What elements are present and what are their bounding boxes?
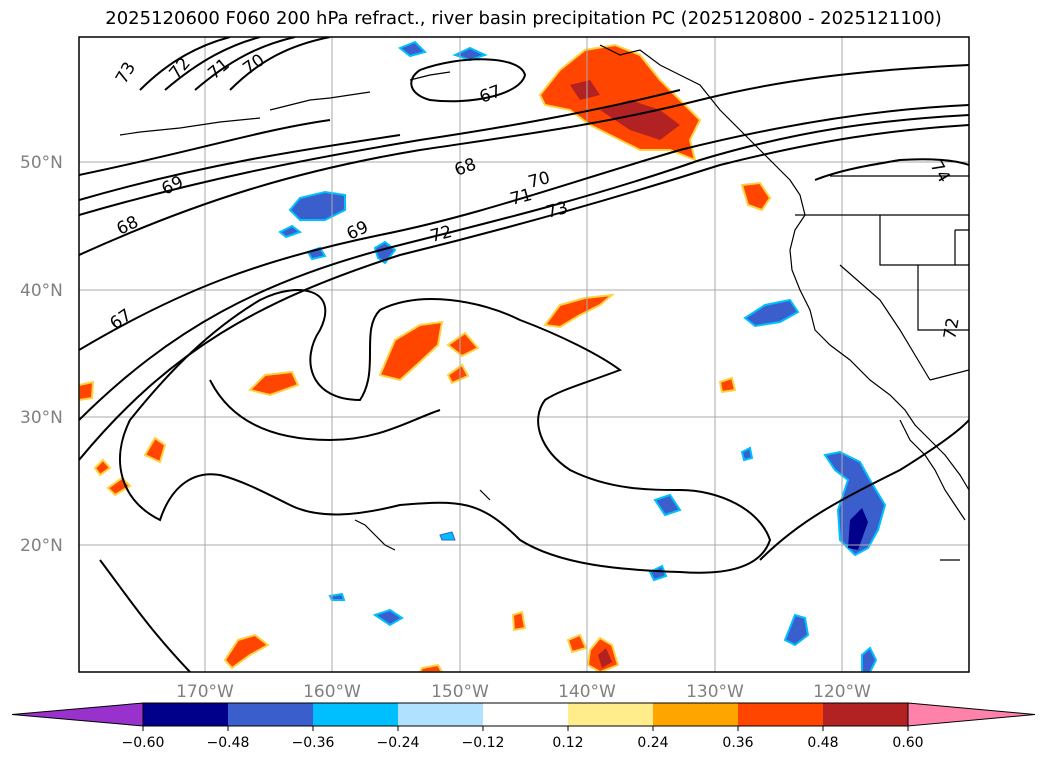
colorbar-segment [483,703,569,726]
colorbar-tick-label: −0.60 [122,735,165,751]
latitude-labels: 50°N 40°N 30°N 20°N [20,153,63,556]
colorbar-tick-label: 0.36 [722,735,753,751]
coastlines [119,44,969,561]
svg-text:170°W: 170°W [176,682,234,702]
longitude-labels: 170°W 160°W 150°W 140°W 130°W 120°W [176,682,871,702]
refractivity-contours [79,37,969,672]
colorbar-extend-high [907,702,1036,727]
plot-area [79,37,969,672]
svg-text:40°N: 40°N [20,281,63,301]
colorbar-tick-label: 0.48 [807,735,838,751]
svg-text:72: 72 [940,316,963,341]
colorbar-tick-label: −0.36 [292,735,335,751]
colorbar-tick-label: 0.24 [637,735,668,751]
colorbar-segment [398,703,484,726]
colorbar: −0.60 −0.48 −0.36 −0.24 −0.12 0.12 0.24 0.36 0.4… [11,702,1036,751]
graticule [79,37,969,672]
map-title: 2025120600 F060 200 hPa refract., river … [105,8,942,29]
precip-negative-areas [278,40,887,672]
colorbar-segment [143,703,229,726]
svg-text:30°N: 30°N [20,408,63,428]
svg-text:130°W: 130°W [686,682,744,702]
colorbar-segment [823,703,909,726]
colorbar-segment [313,703,399,726]
colorbar-segment [738,703,824,726]
svg-text:150°W: 150°W [431,682,489,702]
colorbar-segment [228,703,314,726]
colorbar-segment [568,703,654,726]
colorbar-outline [142,702,909,727]
colorbar-tick-label: 0.60 [892,735,923,751]
svg-text:20°N: 20°N [20,536,63,556]
colorbar-segment [653,703,739,726]
colorbar-tick-label: 0.12 [552,735,583,751]
svg-text:160°W: 160°W [303,682,361,702]
plot-frame [78,36,970,673]
precip-positive-areas [79,43,772,672]
colorbar-tick-label: −0.24 [377,735,420,751]
colorbar-tick-label: −0.48 [207,735,250,751]
colorbar-extend-low [11,702,144,727]
svg-text:50°N: 50°N [20,153,63,173]
colorbar-tick-label: −0.12 [462,735,505,751]
svg-text:140°W: 140°W [558,682,616,702]
svg-text:120°W: 120°W [813,682,871,702]
